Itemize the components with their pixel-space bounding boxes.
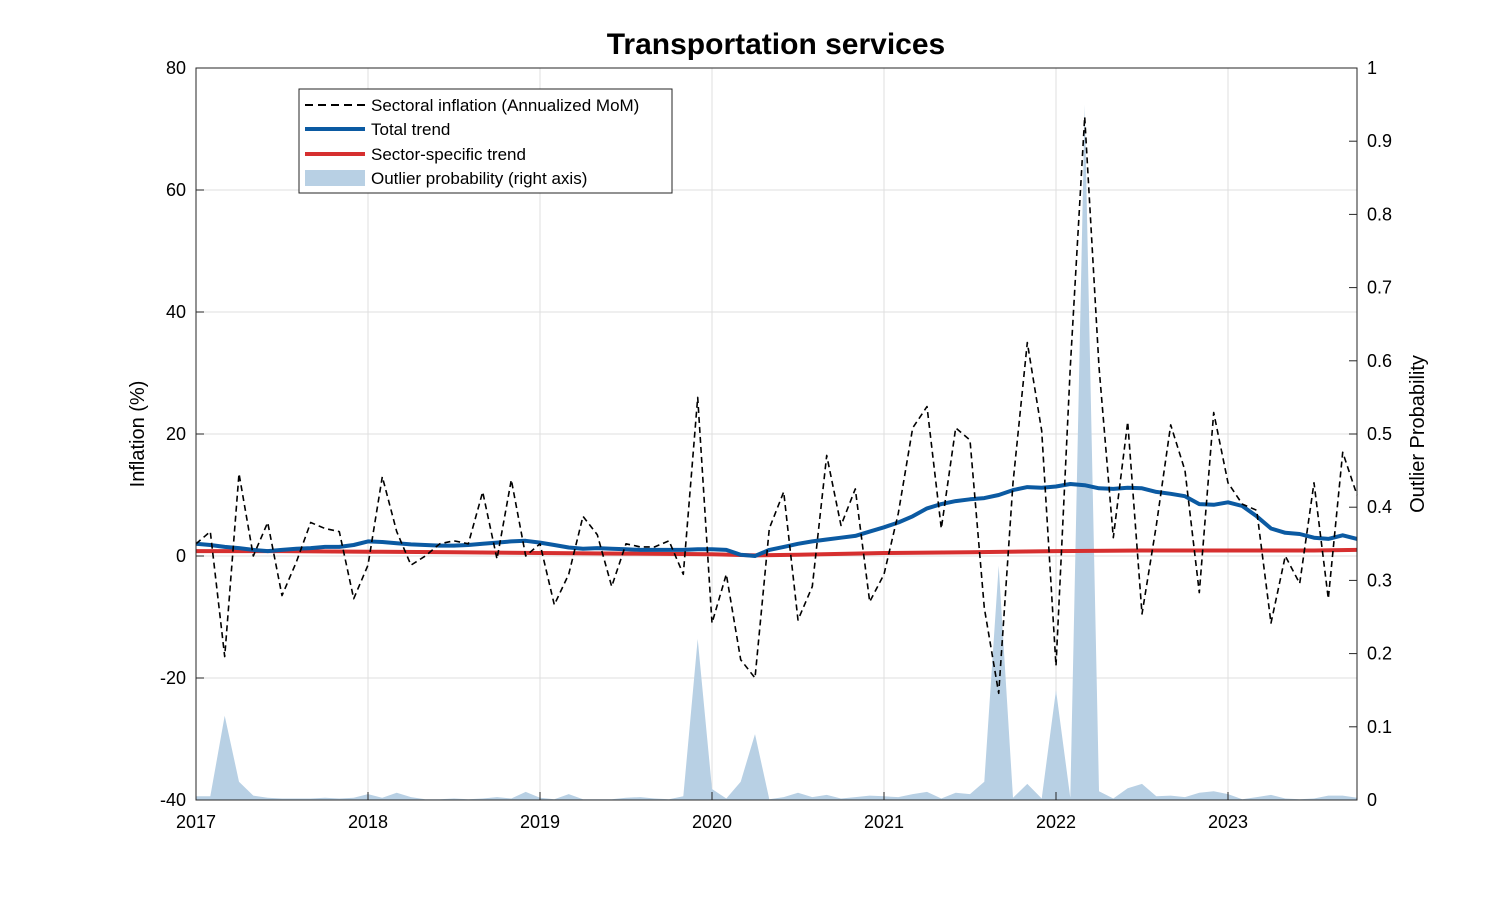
- y2-tick-label: 0.9: [1367, 131, 1392, 151]
- y-axis-ticks: -40 -20 0 20 40 60 80: [160, 58, 204, 810]
- sector-trend-path: [196, 547, 1358, 558]
- y2-tick-label: 0.1: [1367, 717, 1392, 737]
- y2-tick-label: 0.4: [1367, 497, 1392, 517]
- y2-tick-label: 0: [1367, 790, 1377, 810]
- legend-label-outlier: Outlier probability (right axis): [371, 169, 587, 188]
- total-trend-line: [195, 482, 1358, 558]
- legend: Sectoral inflation (Annualized MoM) Tota…: [298, 88, 673, 194]
- legend-label-sector-trend: Sector-specific trend: [371, 145, 526, 164]
- y2-tick-label: 0.7: [1367, 278, 1392, 298]
- sectoral-inflation-path: [195, 116, 1358, 695]
- x-axis-ticks: 2017 2018 2019 2020 2021 2022 2023: [176, 792, 1248, 832]
- y-tick-label: 60: [166, 180, 186, 200]
- y2-tick-label: 0.5: [1367, 424, 1392, 444]
- legend-label-total-trend: Total trend: [371, 120, 450, 139]
- y2-axis-ticks: 0 0.1 0.2 0.3 0.4 0.5 0.6 0.7 0.8 0.9 1: [1349, 58, 1392, 810]
- y2-tick-label: 0.3: [1367, 570, 1392, 590]
- y-tick-label: -20: [160, 668, 186, 688]
- legend-label-sectoral: Sectoral inflation (Annualized MoM): [371, 96, 639, 115]
- y-axis-label: Inflation (%): [127, 381, 149, 488]
- x-tick-label: 2023: [1208, 812, 1248, 832]
- y-tick-label: 80: [166, 58, 186, 78]
- total-trend-path: [195, 482, 1358, 558]
- sectoral-inflation-line: [195, 116, 1358, 695]
- x-tick-label: 2021: [864, 812, 904, 832]
- x-tick-label: 2022: [1036, 812, 1076, 832]
- y2-tick-label: 0.2: [1367, 644, 1392, 664]
- y-tick-label: 20: [166, 424, 186, 444]
- y2-tick-label: 0.6: [1367, 351, 1392, 371]
- y2-tick-label: 1: [1367, 58, 1377, 78]
- y2-axis-label: Outlier Probability: [1407, 355, 1429, 513]
- y-tick-label: 40: [166, 302, 186, 322]
- y-tick-label: -40: [160, 790, 186, 810]
- x-tick-label: 2017: [176, 812, 216, 832]
- x-tick-label: 2020: [692, 812, 732, 832]
- sector-specific-trend-line: [196, 547, 1358, 558]
- x-tick-label: 2018: [348, 812, 388, 832]
- y-tick-label: 0: [176, 546, 186, 566]
- chart-title: Transportation services: [607, 28, 945, 61]
- y2-tick-label: 0.8: [1367, 204, 1392, 224]
- legend-swatch-outlier: [305, 170, 365, 186]
- x-tick-label: 2019: [520, 812, 560, 832]
